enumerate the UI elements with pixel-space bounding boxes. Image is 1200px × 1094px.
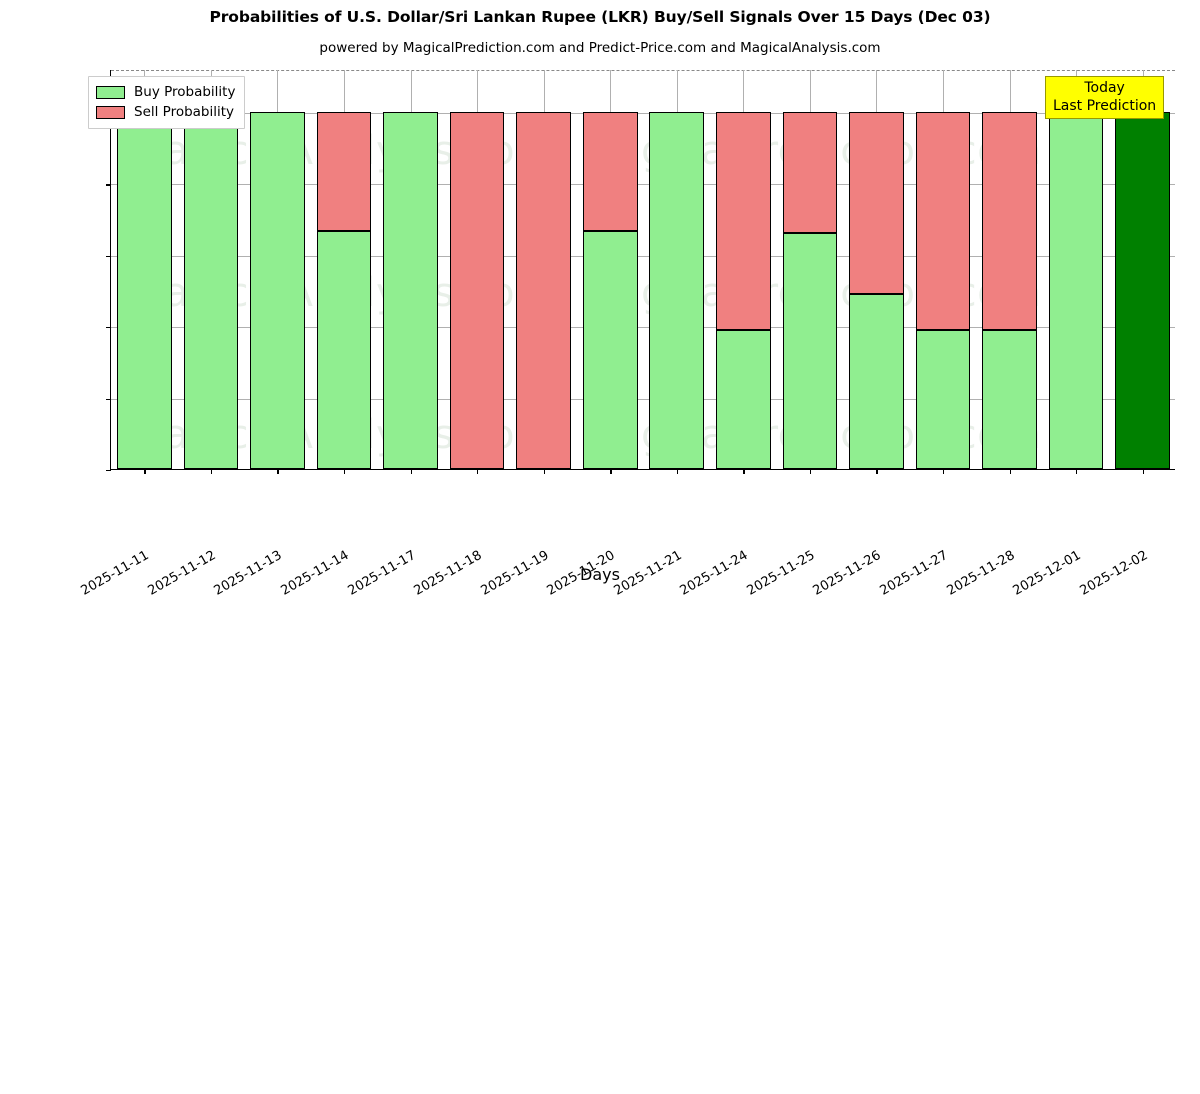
legend-item-sell: Sell Probability <box>96 102 235 122</box>
plot-area: MagicalAnalysis.comMagicalPrediction.com… <box>79 70 1175 599</box>
bar-segment-buy[interactable] <box>582 230 638 469</box>
bar-segment-sell[interactable] <box>849 111 904 294</box>
chart-legend: Buy Probability Sell Probability <box>88 76 246 129</box>
bar-group[interactable] <box>649 70 705 469</box>
bar-group[interactable] <box>383 70 438 469</box>
bar-segment-sell[interactable] <box>449 111 505 469</box>
bar-group[interactable] <box>1048 70 1104 469</box>
x-axis-tick-mark <box>477 469 479 474</box>
bar-segment-sell[interactable] <box>982 111 1037 330</box>
bar-group[interactable] <box>116 70 172 469</box>
x-axis-label: Days <box>580 565 620 584</box>
bar-group[interactable] <box>915 70 971 469</box>
x-axis-tick-mark <box>809 469 812 474</box>
legend-label-sell: Sell Probability <box>134 104 235 120</box>
gridline-horizontal <box>111 398 1175 400</box>
gridline-horizontal <box>111 184 1175 186</box>
bar-segment-sell[interactable] <box>316 111 372 231</box>
bar-group[interactable] <box>250 70 305 469</box>
bar-segment-buy[interactable] <box>982 329 1037 469</box>
y-axis-tick-mark <box>106 398 111 400</box>
chart-subtitle: powered by MagicalPrediction.com and Pre… <box>319 40 881 56</box>
plot-inner: MagicalAnalysis.comMagicalPrediction.com… <box>111 70 1175 469</box>
bar-segment-buy[interactable] <box>915 329 971 469</box>
bar-group[interactable] <box>449 70 505 469</box>
chart-title: Probabilities of U.S. Dollar/Sri Lankan … <box>209 8 991 26</box>
bar-group[interactable] <box>316 70 372 469</box>
bar-segment-buy[interactable] <box>649 111 705 469</box>
legend-swatch-buy <box>96 85 125 99</box>
bar-group[interactable] <box>1115 70 1170 469</box>
x-axis-tick-mark <box>277 469 279 474</box>
bar-group[interactable] <box>982 70 1037 469</box>
x-axis-tick-mark <box>1009 469 1011 474</box>
bar-segment-buy[interactable] <box>383 111 438 469</box>
legend-item-buy: Buy Probability <box>96 82 235 102</box>
gridline-top-dashed <box>111 70 1175 71</box>
bar-segment-sell[interactable] <box>915 111 971 330</box>
bar-segment-sell[interactable] <box>582 111 638 231</box>
bar-group[interactable] <box>782 70 838 469</box>
bar-segment-buy[interactable] <box>849 294 904 469</box>
x-axis-tick-label: 2025-11-24 <box>677 548 751 599</box>
x-axis-tick-mark <box>343 469 346 474</box>
x-axis-tick-mark <box>610 469 612 474</box>
bar-group[interactable] <box>716 70 771 469</box>
bar-segment-sell[interactable] <box>516 111 571 469</box>
x-axis-tick-mark <box>676 469 679 474</box>
x-axis-tick-mark <box>144 469 146 474</box>
today-annotation-line1: Today <box>1084 80 1125 96</box>
x-axis-tick-mark <box>876 469 878 474</box>
today-annotation-line2: Last Prediction <box>1053 98 1157 114</box>
bar-segment-buy[interactable] <box>1048 111 1104 469</box>
bar-segment-buy[interactable] <box>183 111 239 469</box>
bar-group[interactable] <box>183 70 239 469</box>
gridline-horizontal <box>111 112 1175 114</box>
bar-segment-buy[interactable] <box>250 111 305 469</box>
y-axis-tick-mark <box>106 255 111 257</box>
bar-segment-sell[interactable] <box>782 111 838 234</box>
legend-swatch-sell <box>96 105 125 119</box>
bar-segment-buy[interactable] <box>716 329 771 469</box>
x-axis-tick-mark <box>210 469 213 474</box>
x-axis-tick-mark <box>743 469 745 474</box>
bar-segment-buy[interactable] <box>316 230 372 469</box>
chart-figure: Probabilities of U.S. Dollar/Sri Lankan … <box>79 8 1175 599</box>
bar-segment-buy[interactable] <box>782 233 838 469</box>
bar-segment-buy[interactable] <box>1115 111 1170 469</box>
bar-group[interactable] <box>582 70 638 469</box>
x-axis-tick-mark <box>943 469 945 474</box>
gridline-horizontal <box>111 255 1175 257</box>
bar-group[interactable] <box>849 70 904 469</box>
y-axis-tick-mark <box>106 470 111 472</box>
y-axis-tick-mark <box>106 184 111 186</box>
bar-group[interactable] <box>516 70 571 469</box>
x-axis-tick-mark <box>410 469 412 474</box>
x-axis-tick-mark <box>543 469 545 474</box>
legend-label-buy: Buy Probability <box>134 84 236 100</box>
bar-segment-sell[interactable] <box>716 111 771 330</box>
today-annotation: Today Last Prediction <box>1045 76 1165 119</box>
x-axis-tick-mark <box>1142 469 1145 474</box>
x-axis-tick-mark <box>1076 469 1078 474</box>
y-axis-tick-mark <box>106 327 111 329</box>
gridline-horizontal <box>111 327 1175 329</box>
bar-segment-buy[interactable] <box>116 111 172 469</box>
